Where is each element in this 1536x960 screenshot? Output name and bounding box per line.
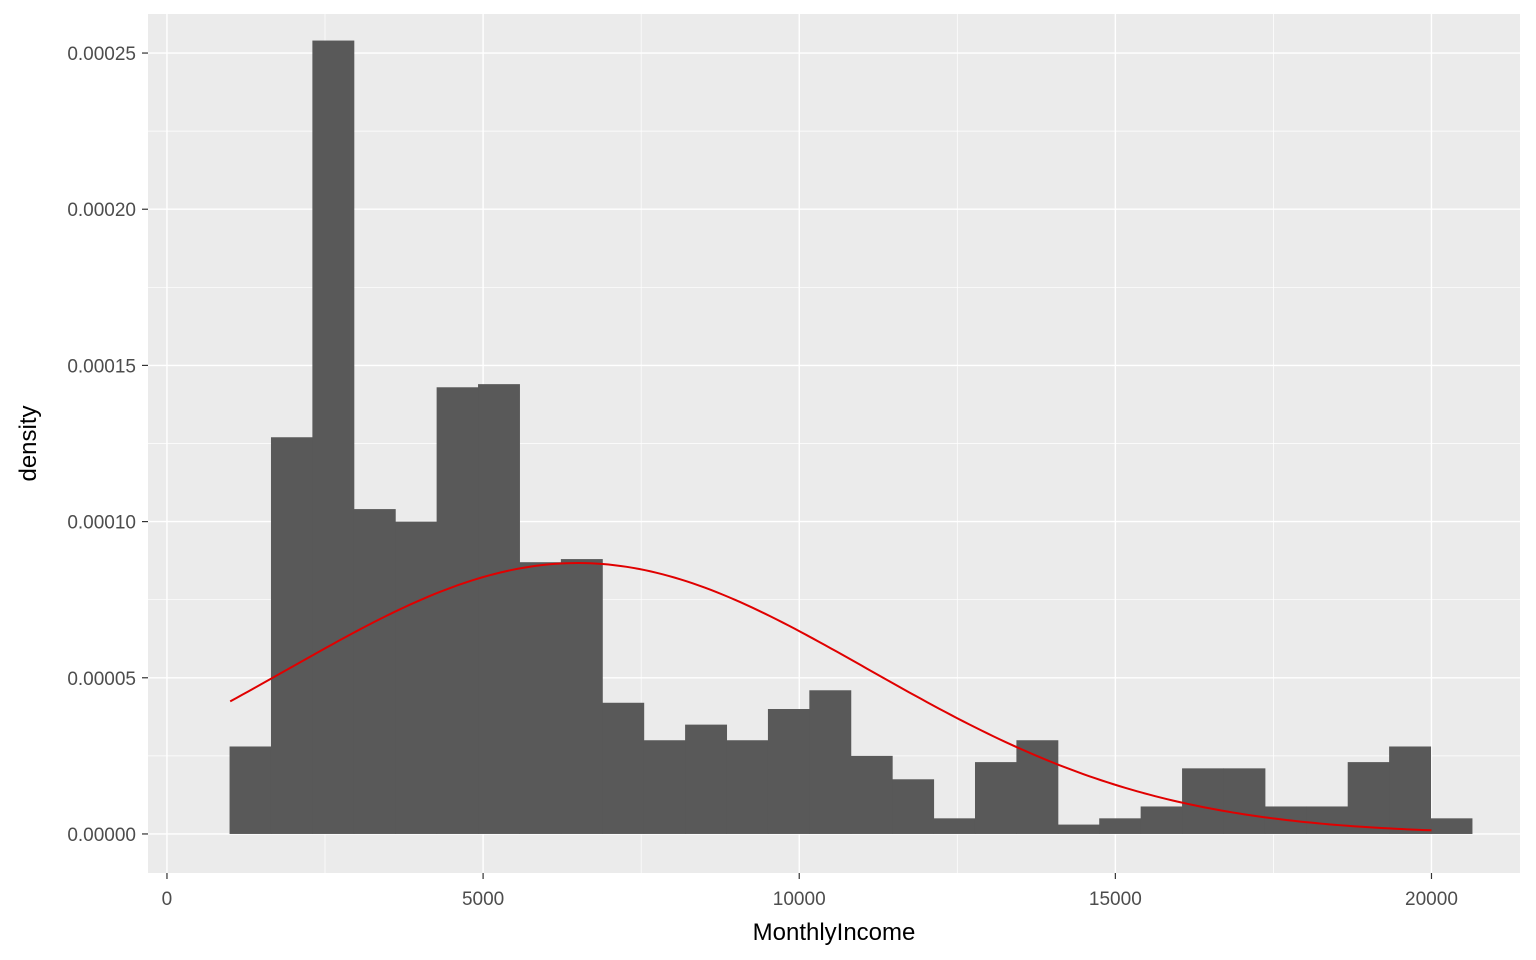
histogram-bar <box>933 818 976 834</box>
y-axis: 0.00000 0.00005 0.00010 0.00015 0.00020 0.000… <box>67 44 148 846</box>
histogram-bar <box>1347 762 1390 834</box>
histogram-bar <box>643 740 686 834</box>
histogram-bar <box>1099 818 1142 834</box>
histogram-bar <box>1306 806 1349 834</box>
histogram-bar <box>560 559 603 834</box>
histogram-bar <box>1057 824 1100 834</box>
y-tick-label: 0.00015 <box>67 356 136 377</box>
histogram-bar <box>312 40 355 834</box>
histogram-bar <box>974 762 1017 834</box>
histogram-bar <box>353 509 396 834</box>
histogram-bar <box>767 709 810 834</box>
x-tick-label: 0 <box>162 889 173 910</box>
x-axis-title: MonthlyIncome <box>753 919 916 946</box>
x-axis: 0 5000 10000 15000 20000 <box>162 873 1458 910</box>
x-tick-label: 10000 <box>773 889 826 910</box>
histogram-bar <box>478 384 520 834</box>
x-tick-label: 15000 <box>1089 889 1142 910</box>
histogram-bar <box>1140 806 1183 834</box>
histogram-bar <box>1016 740 1059 834</box>
y-tick-label: 0.00000 <box>67 825 136 846</box>
histogram-bar <box>395 521 438 834</box>
histogram-bar <box>229 746 272 834</box>
y-tick-label: 0.00005 <box>67 669 136 690</box>
y-axis-title: density <box>15 405 42 481</box>
x-tick-label: 5000 <box>462 889 504 910</box>
histogram-bar <box>892 779 935 834</box>
histogram-bar <box>436 387 479 834</box>
histogram-bar <box>850 755 893 834</box>
histogram-bar <box>726 740 769 834</box>
y-tick-label: 0.00025 <box>67 44 136 65</box>
histogram-bar <box>602 702 645 834</box>
histogram-bar <box>519 562 562 834</box>
normal-density-curve <box>229 562 1432 832</box>
histogram-bar <box>1389 746 1432 834</box>
y-tick-label: 0.00010 <box>67 513 136 534</box>
histogram-bar <box>809 690 852 834</box>
histogram-bars <box>229 40 1473 834</box>
histogram-bar <box>270 437 313 834</box>
y-tick-label: 0.00020 <box>67 200 136 221</box>
histogram-bar <box>1430 818 1473 834</box>
histogram-bar <box>1223 768 1266 834</box>
x-tick-label: 20000 <box>1405 889 1458 910</box>
histogram-bar <box>1182 768 1224 834</box>
histogram-bar <box>685 724 728 834</box>
